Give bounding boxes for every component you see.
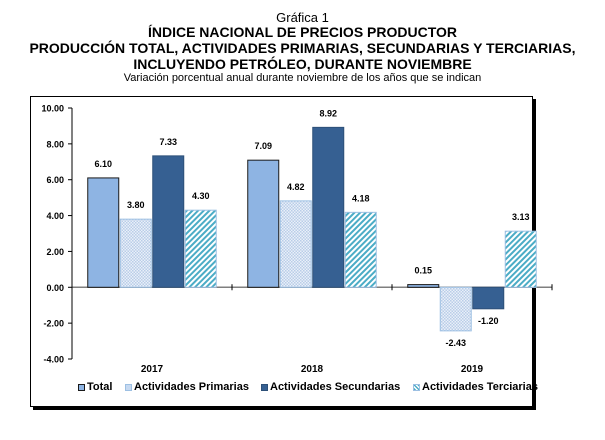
data-label: -1.20 [478,316,499,326]
data-label: 3.13 [512,212,530,222]
data-label: 3.80 [127,200,145,210]
bar-actividades-secundarias-2017 [152,155,185,288]
bar-total-2019 [407,284,440,288]
data-label: 4.18 [352,193,370,203]
legend-item: Actividades Primarias [125,381,249,393]
chart-subtitle: Variación porcentual anual durante novie… [123,72,482,84]
bar-total-2017 [87,177,120,288]
bar-actividades-terciarias-2018 [344,211,377,288]
chart-title-line-2: PRODUCCIÓN TOTAL, ACTIVIDADES PRIMARIAS,… [29,40,576,56]
legend-item: Total [78,381,112,393]
data-label: 4.82 [287,182,305,192]
legend-item: Actividades Terciarias [413,381,538,393]
bar-actividades-terciarias-2019 [504,230,537,288]
chart-legend: Total Actividades Primarias Actividades Se… [0,381,605,397]
bar-actividades-primarias-2017 [119,218,152,288]
x-category-label: 2018 [301,364,324,375]
y-tick-label: 8.00 [46,139,64,149]
chart-title-line-1: ÍNDICE NACIONAL DE PRECIOS PRODUCTOR [147,24,458,40]
data-label: 0.15 [414,266,432,276]
legend-swatch [261,383,268,391]
bar-total-2018 [247,159,280,288]
bar-actividades-secundarias-2019 [472,286,505,310]
legend-label: Actividades Terciarias [422,381,538,393]
bar-actividades-primarias-2018 [279,200,312,288]
legend-swatch [78,383,85,391]
y-tick-label: 4.00 [46,211,64,221]
chart-title-line-3: INCLUYENDO PETRÓLEO, DURANTE NOVIEMBRE [133,56,472,72]
data-label: 7.09 [254,141,272,151]
data-label: 4.30 [192,191,210,201]
x-category-label: 2017 [141,364,164,375]
data-label: -2.43 [445,338,466,348]
bar-actividades-primarias-2019 [439,286,472,332]
y-tick-label: -2.00 [43,319,64,329]
y-tick-label: -4.00 [43,355,64,365]
bar-actividades-terciarias-2017 [184,209,217,288]
legend-swatch [413,383,420,391]
y-tick-label: 0.00 [46,283,64,293]
legend-swatch [125,383,132,391]
legend-label: Actividades Primarias [134,381,249,393]
x-category-label: 2019 [461,364,484,375]
y-tick-label: 10.00 [41,104,64,114]
legend-label: Actividades Secundarias [270,381,401,393]
data-label: 6.10 [94,159,112,169]
legend-label: Total [87,381,113,393]
bar-actividades-secundarias-2018 [312,126,345,288]
data-label: 7.33 [159,137,177,147]
y-tick-label: 2.00 [46,247,64,257]
legend-item: Actividades Secundarias [261,381,400,393]
figure-label: Gráfica 1 [276,10,329,25]
data-label: 8.92 [319,108,337,118]
y-tick-label: 6.00 [46,175,64,185]
